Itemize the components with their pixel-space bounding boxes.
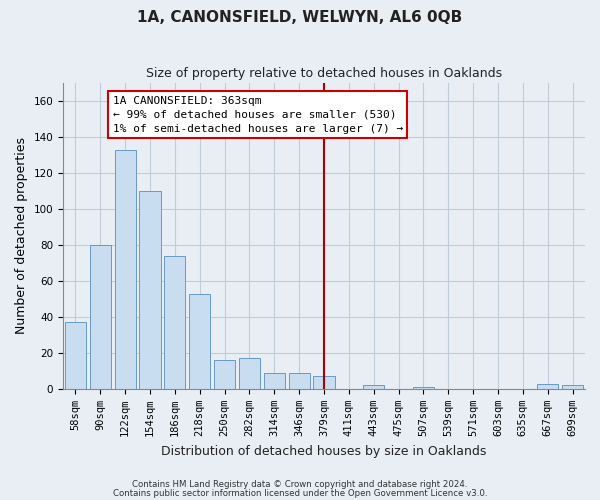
Bar	[164, 256, 185, 389]
Bar	[264, 373, 285, 389]
Bar	[363, 386, 384, 389]
Text: 1A CANONSFIELD: 363sqm
← 99% of detached houses are smaller (530)
1% of semi-det: 1A CANONSFIELD: 363sqm ← 99% of detached…	[113, 96, 403, 134]
X-axis label: Distribution of detached houses by size in Oaklands: Distribution of detached houses by size …	[161, 444, 487, 458]
Text: Contains HM Land Registry data © Crown copyright and database right 2024.: Contains HM Land Registry data © Crown c…	[132, 480, 468, 489]
Bar	[65, 322, 86, 389]
Bar	[413, 387, 434, 389]
Bar	[214, 360, 235, 389]
Bar	[90, 245, 111, 389]
Y-axis label: Number of detached properties: Number of detached properties	[15, 138, 28, 334]
Bar	[115, 150, 136, 389]
Text: 1A, CANONSFIELD, WELWYN, AL6 0QB: 1A, CANONSFIELD, WELWYN, AL6 0QB	[137, 10, 463, 25]
Bar	[313, 376, 335, 389]
Bar	[239, 358, 260, 389]
Title: Size of property relative to detached houses in Oaklands: Size of property relative to detached ho…	[146, 68, 502, 80]
Bar	[139, 191, 161, 389]
Bar	[289, 373, 310, 389]
Bar	[189, 294, 210, 389]
Bar	[562, 386, 583, 389]
Text: Contains public sector information licensed under the Open Government Licence v3: Contains public sector information licen…	[113, 488, 487, 498]
Bar	[537, 384, 558, 389]
